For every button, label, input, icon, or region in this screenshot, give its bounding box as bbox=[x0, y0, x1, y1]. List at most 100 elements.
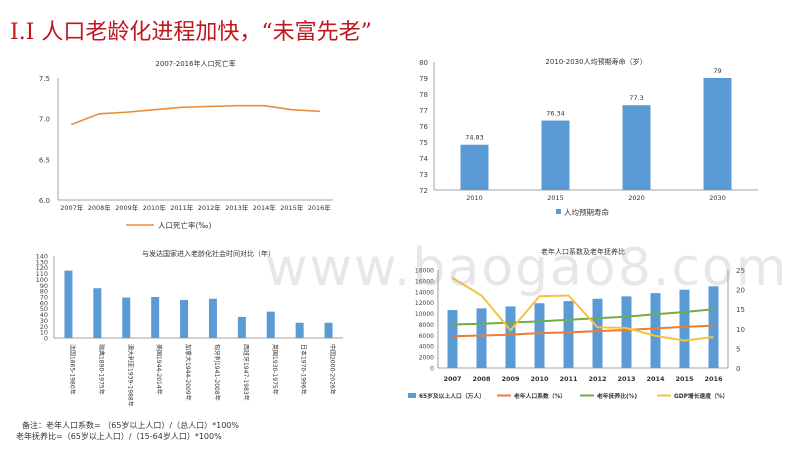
aging-time-chart-panel: 与发达国家进入老龄化社会时间对比（年） 0 10 20 30 40 50 60 70 80 90 10… bbox=[18, 240, 348, 410]
x-tick-label: 2030 bbox=[709, 194, 726, 202]
y-left-tick-label: 6000 bbox=[419, 333, 434, 340]
y-tick-label: 120 bbox=[36, 264, 48, 272]
x-tick-label: 2011年 bbox=[170, 203, 194, 212]
x-tick-label: 匈牙利1941-2008年 bbox=[213, 344, 221, 401]
data-point bbox=[98, 112, 101, 115]
x-tick-label: 2010 bbox=[530, 375, 549, 383]
x-tick-label: 2010 bbox=[466, 194, 483, 202]
bar bbox=[295, 322, 304, 338]
x-tick-label: 2015 bbox=[675, 375, 694, 383]
y-right-tick-label: 15 bbox=[736, 306, 745, 314]
x-tick-label: 西班牙1947-1983年 bbox=[242, 344, 250, 401]
y-right-tick-label: 20 bbox=[736, 287, 745, 295]
y-left-tick-label: 18000 bbox=[415, 268, 434, 275]
y-tick-label: 80 bbox=[419, 59, 428, 67]
data-point bbox=[153, 108, 156, 111]
data-point bbox=[180, 106, 183, 109]
y-tick-label: 40 bbox=[40, 311, 48, 319]
data-label: 76.34 bbox=[546, 110, 565, 118]
data-label: 77.3 bbox=[629, 94, 643, 102]
legend-label: 人口死亡率(‰) bbox=[158, 220, 211, 230]
data-point bbox=[70, 123, 73, 126]
y-tick-label: 10 bbox=[40, 329, 48, 337]
y-tick-label: 20 bbox=[40, 323, 48, 331]
bar bbox=[621, 296, 632, 368]
legend-label: 老年抚养比(%) bbox=[597, 392, 637, 400]
y-tick-label: 76 bbox=[419, 123, 428, 131]
x-tick-label: 2008 bbox=[472, 375, 491, 383]
y-right-tick-label: 0 bbox=[736, 365, 740, 373]
series-line bbox=[452, 308, 714, 326]
legend-swatch bbox=[556, 209, 561, 214]
legend-label: 65岁及以上人口（万人） bbox=[419, 392, 485, 400]
legend-label: 人均预期寿命 bbox=[564, 207, 609, 217]
y-tick-label: 140 bbox=[36, 253, 48, 261]
y-left-tick-label: 16000 bbox=[415, 278, 434, 285]
bar bbox=[93, 288, 102, 338]
y-right-tick-label: 25 bbox=[736, 267, 745, 275]
x-tick-label: 2014 bbox=[646, 375, 665, 383]
bar bbox=[64, 270, 73, 338]
y-tick-label: 73 bbox=[419, 171, 428, 179]
aging-time-chart: 与发达国家进入老龄化社会时间对比（年） 010203040506070809010… bbox=[36, 249, 343, 407]
y-left-tick-label: 4000 bbox=[419, 344, 434, 351]
y-left-tick-label: 12000 bbox=[415, 300, 434, 307]
y-tick-label: 60 bbox=[40, 299, 48, 307]
y-tick-label: 6.5 bbox=[39, 156, 50, 164]
bar bbox=[505, 306, 516, 368]
x-tick-label: 2008年 bbox=[88, 203, 112, 212]
y-tick-label: 30 bbox=[40, 317, 48, 325]
x-tick-label: 中国2000-2026年 bbox=[329, 344, 337, 395]
y-left-tick-label: 2000 bbox=[419, 355, 434, 362]
y-tick-label: 0 bbox=[44, 335, 48, 343]
y-tick-label: 78 bbox=[419, 91, 428, 99]
legend-label: GDP增长速度（%） bbox=[674, 392, 728, 400]
bar bbox=[266, 311, 275, 338]
data-label: 74.83 bbox=[465, 134, 484, 142]
y-right-tick-label: 10 bbox=[736, 326, 745, 334]
x-tick-label: 英国1930-1975年 bbox=[271, 344, 279, 395]
y-tick-label: 90 bbox=[40, 282, 48, 290]
x-tick-label: 2014年 bbox=[253, 203, 277, 212]
legend-label: 老年人口系数（%） bbox=[514, 392, 566, 400]
bar bbox=[460, 144, 489, 190]
x-tick-label: 2013 bbox=[617, 375, 635, 383]
y-tick-label: 74 bbox=[419, 155, 428, 163]
y-tick-label: 100 bbox=[36, 276, 48, 284]
bar bbox=[122, 297, 131, 338]
y-tick-label: 110 bbox=[36, 270, 48, 278]
data-label: 79 bbox=[713, 67, 721, 75]
series-line bbox=[451, 276, 714, 342]
bar bbox=[534, 303, 545, 368]
y-tick-label: 7.5 bbox=[39, 75, 50, 83]
y-tick-label: 79 bbox=[419, 75, 428, 83]
x-tick-label: 2012年 bbox=[198, 203, 222, 212]
x-tick-label: 2011 bbox=[559, 375, 578, 383]
y-tick-label: 70 bbox=[40, 294, 48, 302]
x-tick-label: 2007年 bbox=[60, 203, 84, 212]
x-tick-label: 澳大利亚1939-1988年 bbox=[126, 344, 134, 407]
bar bbox=[324, 322, 333, 338]
bar bbox=[650, 293, 661, 368]
x-tick-label: 2009 bbox=[501, 375, 520, 383]
x-tick-label: 法国1865-1980年 bbox=[68, 344, 76, 395]
y-tick-label: 130 bbox=[36, 258, 48, 266]
data-point bbox=[290, 108, 293, 111]
data-point bbox=[208, 105, 211, 108]
bar bbox=[679, 289, 690, 368]
x-tick-label: 美国1944-2014年 bbox=[155, 344, 163, 395]
y-left-tick-label: 0 bbox=[430, 366, 434, 373]
bar bbox=[180, 299, 189, 338]
y-left-tick-label: 14000 bbox=[415, 289, 434, 296]
chart-title: 老年人口系数及老年抚养比 bbox=[541, 247, 625, 256]
page-title: I.I 人口老龄化进程加快，“未富先老” bbox=[10, 20, 372, 45]
bar bbox=[541, 120, 570, 190]
x-tick-label: 2007 bbox=[443, 375, 461, 383]
series-line bbox=[71, 104, 320, 126]
bar bbox=[208, 298, 217, 338]
bar bbox=[447, 310, 458, 368]
x-tick-label: 2016 bbox=[704, 375, 723, 383]
x-tick-label: 2016年 bbox=[308, 203, 332, 212]
bar bbox=[476, 308, 487, 368]
elderly-population-chart-panel: 老年人口系数及老年抚养比 0 2000 4000 6000 8000 10000 12000 1… bbox=[398, 240, 778, 408]
